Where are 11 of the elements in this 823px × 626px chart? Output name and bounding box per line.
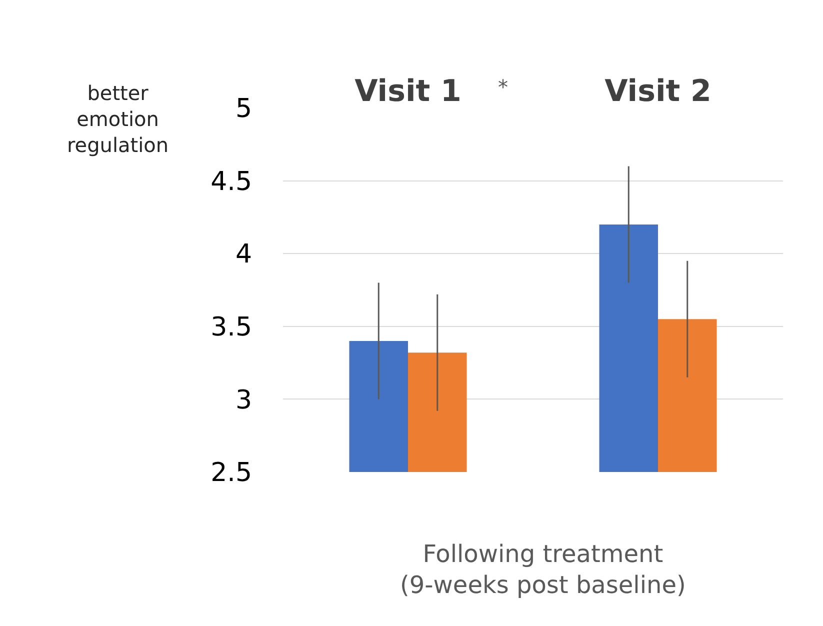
- y-tick-label: 3.5: [210, 312, 252, 342]
- text: *: [498, 75, 508, 99]
- y-tick-label: 5: [235, 94, 252, 124]
- text: Following treatment (9-weeks post baseline): [400, 540, 686, 600]
- text: better emotion regulation: [67, 81, 169, 157]
- y-tick-label: 3: [235, 385, 252, 416]
- y-tick-label: 4.5: [210, 166, 252, 197]
- x-tick-label: Visit 1: [354, 74, 462, 109]
- y-tick-label: 2.5: [210, 458, 252, 488]
- x-tick-label: Visit 2: [604, 74, 712, 109]
- y-tick-label: 4: [235, 240, 252, 270]
